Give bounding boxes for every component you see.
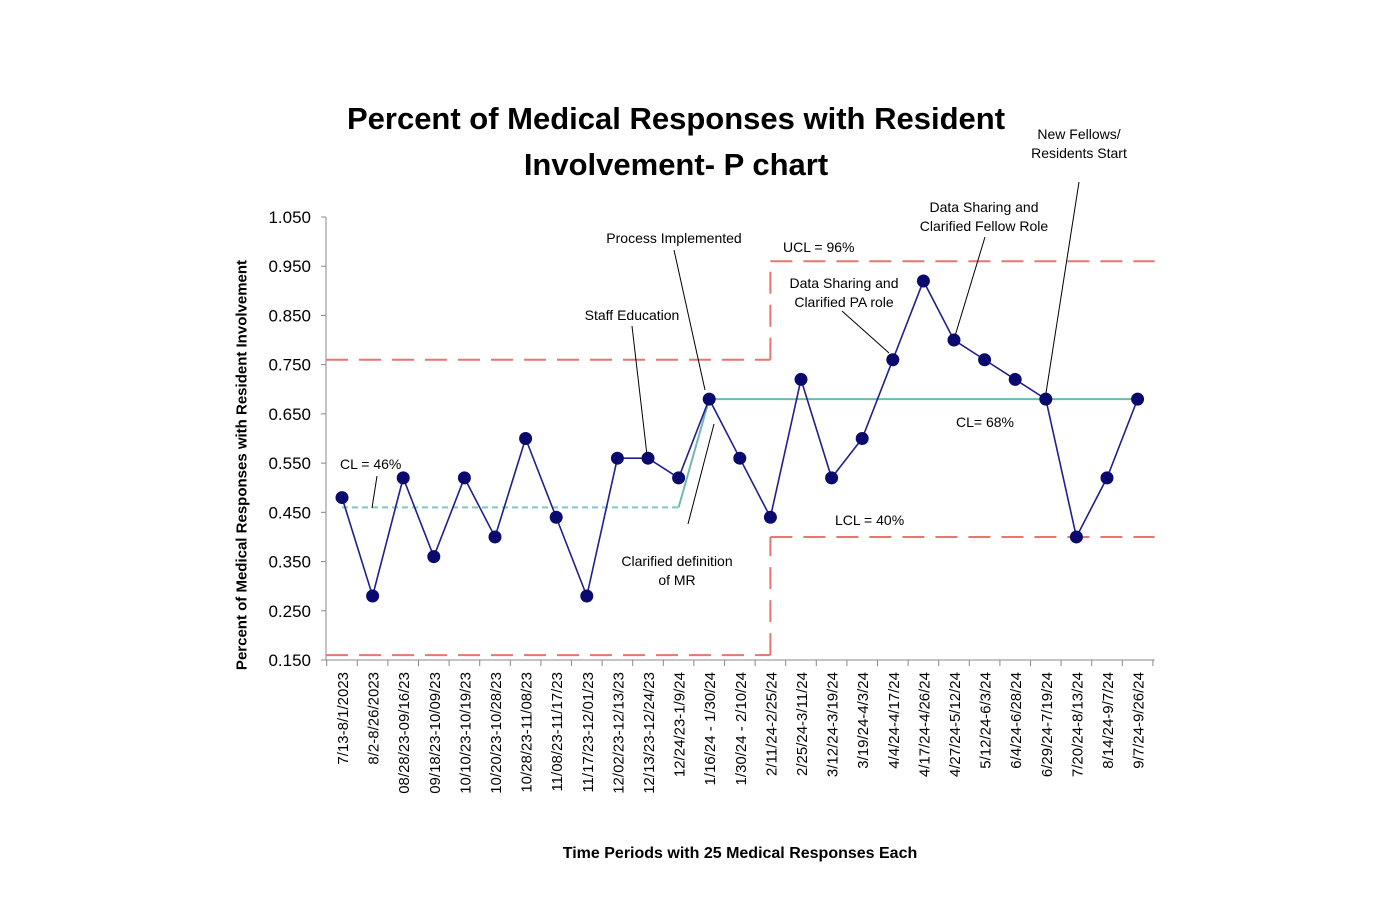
data-point [855,432,869,445]
data-point [794,372,808,386]
x-tick-label: 08/28/23-09/16/23 [396,672,413,794]
chart-title-line-2: Involvement- P chart [523,147,829,182]
x-tick-label: 12/24/23-1/9/24 [672,672,689,777]
data-point [1039,392,1053,406]
new-fellows-label-line-1: New Fellows/ [1037,126,1120,142]
data-point [1131,392,1145,406]
y-tick-label: 0.250 [268,602,311,621]
x-tick-label: 8/14/24-9/7/24 [1100,672,1117,769]
series-line [341,279,1139,599]
cl1-label: CL = 46% [340,456,401,472]
staff-education-leader [631,325,648,456]
data-point [916,274,930,288]
y-tick-label: 0.750 [268,356,311,375]
x-tick-label: 11/08/23-11/17/23 [549,672,566,792]
x-tick-label: 4/4/24-4/17/24 [886,672,903,769]
data-point [519,432,533,445]
data-sharing-pa-leader [841,310,890,354]
process-implemented-label: Process Implemented [606,230,741,246]
data-point [947,333,961,347]
x-tick-label: 1/16/24 - 1/30/24 [702,672,719,785]
y-tick-label: 0.950 [268,257,311,276]
data-point [978,353,992,367]
x-tick-label: 7/13-8/1/2023 [335,672,352,765]
data-point [580,589,594,603]
data-point [366,589,380,603]
x-tick-label: 10/28/23-11/08/23 [519,672,536,793]
chart-title: Percent of Medical Responses with Reside… [300,96,1052,188]
cl1-leader [371,475,378,509]
data-point [733,451,747,465]
data-point [1069,530,1083,544]
staff-education-label: Staff Education [585,307,680,323]
x-tick-label: 2/11/24-2/25/24 [763,672,780,776]
y-tick-label: 0.450 [268,503,311,522]
data-point [396,471,410,485]
clarified-definition-label-line-2: of MR [658,572,695,588]
x-axis-label: Time Periods with 25 Medical Responses E… [562,845,918,862]
cl2-label: CL= 68% [956,414,1014,430]
data-point [825,471,839,485]
x-tick-label: 7/20/24-8/13/24 [1069,672,1086,777]
lcl-label: LCL = 40% [835,512,904,528]
x-tick-label: 2/25/24-3/11/24 [794,672,811,776]
data-sharing-fellow-label-line-1: Data Sharing and [930,199,1039,215]
ucl-label: UCL = 96% [783,239,854,255]
x-tick-label: 6/29/24-7/19/24 [1039,672,1056,777]
y-tick-label: 0.850 [268,306,311,325]
new-fellows-leader [1045,181,1080,394]
chart-title-line-1: Percent of Medical Responses with Reside… [346,101,1006,136]
data-sharing-pa-label-line-1: Data Sharing and [790,275,899,291]
data-sharing-fellow-leader [954,236,986,337]
y-tick-label: 0.150 [268,651,311,670]
data-point [488,530,502,544]
data-point [672,471,686,485]
data-point [457,471,471,485]
clarified-definition-label-line-1: Clarified definition [621,553,732,569]
data-point [427,550,441,564]
x-tick-label: 8/2-8/26/2023 [366,672,383,765]
x-tick-label: 9/7/24-9/26/24 [1131,672,1148,769]
data-point [610,451,624,465]
data-point [549,510,563,524]
x-tick-label: 1/30/24 - 2/10/24 [733,672,750,785]
x-tick-label: 12/02/23-12/13/23 [610,672,627,794]
x-tick-label: 6/4/24-6/28/24 [1008,672,1025,769]
x-tick-label: 10/10/23-10/19/23 [457,672,474,794]
data-point [702,392,716,406]
y-tick-label: 0.350 [268,553,311,572]
y-tick-label: 0.650 [268,405,311,424]
data-point [1008,372,1022,386]
data-point [335,491,349,505]
x-tick-label: 3/12/24-3/19/24 [825,672,842,777]
data-point [1100,471,1114,485]
data-point [641,451,655,465]
y-tick-label: 0.550 [268,454,311,473]
x-tick-label: 4/27/24-5/12/24 [947,672,964,777]
data-point [886,353,900,367]
x-tick-label: 5/12/24-6/3/24 [978,672,995,769]
cl-step-line [677,398,711,508]
x-tick-label: 09/18/23-10/09/23 [427,672,444,794]
x-tick-label: 4/17/24-4/26/24 [916,672,933,777]
x-tick-label: 3/19/24-4/3/24 [855,672,872,769]
clarified-definition-leader [687,423,715,525]
x-tick-label: 10/20/23-10/28/23 [488,672,505,794]
x-tick-label: 12/13/23-12/24/23 [641,672,658,794]
data-sharing-pa-label-line-2: Clarified PA role [794,294,894,310]
new-fellows-label-line-2: Residents Start [1031,145,1127,161]
data-sharing-fellow-label-line-2: Clarified Fellow Role [920,218,1049,234]
data-point [763,510,777,524]
x-tick-label: 11/17/23-12/01/23 [580,672,597,793]
process-implemented-leader [673,249,706,391]
y-tick-label: 1.050 [268,208,311,227]
